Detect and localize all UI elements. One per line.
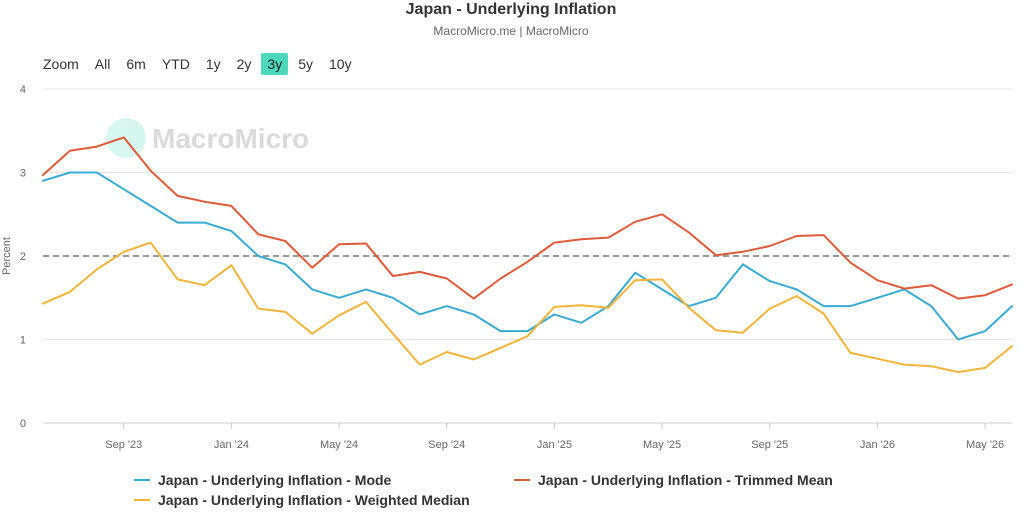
chart-title: Japan - Underlying Inflation <box>405 1 617 18</box>
x-tick-label: May '25 <box>643 439 681 451</box>
series-lines <box>42 136 1013 374</box>
legend-item-trimmed-mean[interactable]: Japan - Underlying Inflation - Trimmed M… <box>514 472 833 488</box>
legend-mode-swatch <box>134 479 150 481</box>
y-axis: 0 1 2 3 4 <box>20 84 26 430</box>
legend-weighted-median-label: Japan - Underlying Inflation - Weighted … <box>158 492 470 508</box>
zoom-label: Zoom <box>43 56 79 72</box>
x-tick-label: Jan '26 <box>860 439 895 451</box>
y-tick-label: 1 <box>20 335 26 347</box>
watermark-text: MacroMicro <box>152 123 309 154</box>
zoom-all-button[interactable]: All <box>94 56 111 72</box>
zoom-10y-button[interactable]: 10y <box>329 56 352 72</box>
x-tick-label: Jan '25 <box>537 439 572 451</box>
watermark: MacroMicro <box>106 118 309 158</box>
macromicro-logo-icon <box>106 118 146 158</box>
legend-item-weighted-median[interactable]: Japan - Underlying Inflation - Weighted … <box>134 492 470 508</box>
x-tick-label: Sep '25 <box>751 439 788 451</box>
y-tick-label: 4 <box>20 84 26 96</box>
x-tick-label: Sep '24 <box>428 439 465 451</box>
x-tick-label: Jan '24 <box>214 439 249 451</box>
x-tick-label: May '26 <box>966 439 1004 451</box>
x-tick-label: Sep '23 <box>105 439 142 451</box>
legend-mode-label: Japan - Underlying Inflation - Mode <box>158 472 392 488</box>
zoom-ytd-button[interactable]: YTD <box>161 56 190 72</box>
y-axis-label: Percent <box>1 237 13 275</box>
x-axis: Sep '23 Jan '24 May '24 Sep '24 Jan '25 May '… <box>43 422 1012 451</box>
zoom-1y-button[interactable]: 1y <box>205 56 221 72</box>
legend-weighted-median-swatch <box>134 499 150 501</box>
series-line-0 <box>42 171 1013 341</box>
zoom-5y-button[interactable]: 5y <box>298 56 313 72</box>
zoom-2y-button[interactable]: 2y <box>236 56 252 72</box>
zoom-6m-button[interactable]: 6m <box>126 56 146 72</box>
series-line-2 <box>42 241 1013 374</box>
zoom-3y-button[interactable]: 3y <box>261 53 289 75</box>
legend-trimmed-mean-label: Japan - Underlying Inflation - Trimmed M… <box>538 472 833 488</box>
zoom-bar: Zoom All 6m YTD 1y 2y 3y 5y 10y <box>43 53 362 75</box>
y-tick-label: 2 <box>20 251 26 263</box>
y-tick-label: 0 <box>20 418 26 430</box>
series-line-1 <box>42 136 1013 300</box>
chart-subtitle: MacroMicro.me | MacroMicro <box>433 24 589 38</box>
x-tick-label: May '24 <box>320 439 358 451</box>
legend-trimmed-mean-swatch <box>514 479 530 481</box>
legend-item-mode[interactable]: Japan - Underlying Inflation - Mode <box>134 472 391 488</box>
y-tick-label: 3 <box>20 168 26 180</box>
